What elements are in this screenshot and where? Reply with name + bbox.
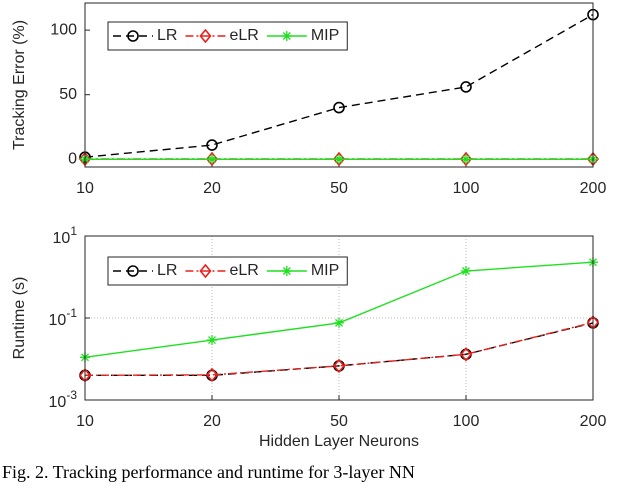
marker xyxy=(461,266,471,277)
x-tick-label: 50 xyxy=(330,180,348,197)
axes-box xyxy=(84,235,594,401)
x-tick-label: 20 xyxy=(203,180,221,197)
marker xyxy=(459,151,473,167)
marker xyxy=(207,335,217,346)
marker xyxy=(207,154,217,165)
marker xyxy=(205,151,219,167)
legend-label: MIP xyxy=(311,27,339,44)
legend-box xyxy=(107,256,348,286)
y-tick-label: 10-1 xyxy=(49,306,78,329)
x-tick-label: 10 xyxy=(76,180,94,197)
x-tick-label: 200 xyxy=(580,413,607,430)
legend-label: LR xyxy=(157,262,177,279)
x-tick-label: 20 xyxy=(203,413,221,430)
legend-label: eLR xyxy=(229,27,258,44)
legend-label: LR xyxy=(157,27,177,44)
legend: LR eLR MIP xyxy=(107,21,348,51)
legend-label: eLR xyxy=(229,262,258,279)
marker xyxy=(459,347,473,362)
x-tick-label: 100 xyxy=(453,413,480,430)
x-tick-label: 200 xyxy=(580,180,607,197)
series-line xyxy=(84,14,594,158)
marker xyxy=(461,154,471,165)
y-axis-label: Tracking Error (%) xyxy=(11,20,28,150)
x-tick-label: 100 xyxy=(453,180,480,197)
y-tick-label: 100 xyxy=(50,21,77,38)
marker xyxy=(334,317,344,328)
marker xyxy=(332,358,346,374)
marker xyxy=(206,139,218,151)
y-tick-label: 50 xyxy=(59,86,77,103)
series-line xyxy=(84,321,594,377)
legend-marker xyxy=(127,30,139,42)
x-tick-label: 50 xyxy=(330,413,348,430)
caption: Fig. 2. Tracking performance and runtime… xyxy=(2,462,415,482)
y-tick-label: 101 xyxy=(53,224,78,247)
marker xyxy=(334,154,344,165)
x-axis-label: Hidden Layer Neurons xyxy=(259,433,419,450)
marker xyxy=(460,81,472,93)
legend: LR eLR MIP xyxy=(107,256,348,286)
legend-marker xyxy=(281,266,292,276)
x-tick-label: 10 xyxy=(76,413,94,430)
y-tick-label: 10-3 xyxy=(49,388,78,411)
marker xyxy=(205,367,219,383)
legend-marker xyxy=(127,265,139,277)
legend-label: MIP xyxy=(311,262,339,279)
marker xyxy=(332,151,346,167)
legend-marker xyxy=(199,28,212,44)
legend-marker xyxy=(281,31,292,41)
legend-marker xyxy=(199,263,212,279)
axes-box xyxy=(84,2,594,168)
y-axis-label: Runtime (s) xyxy=(11,277,28,360)
legend-box xyxy=(107,21,348,51)
y-tick-label: 0 xyxy=(68,150,77,167)
marker xyxy=(333,101,345,114)
